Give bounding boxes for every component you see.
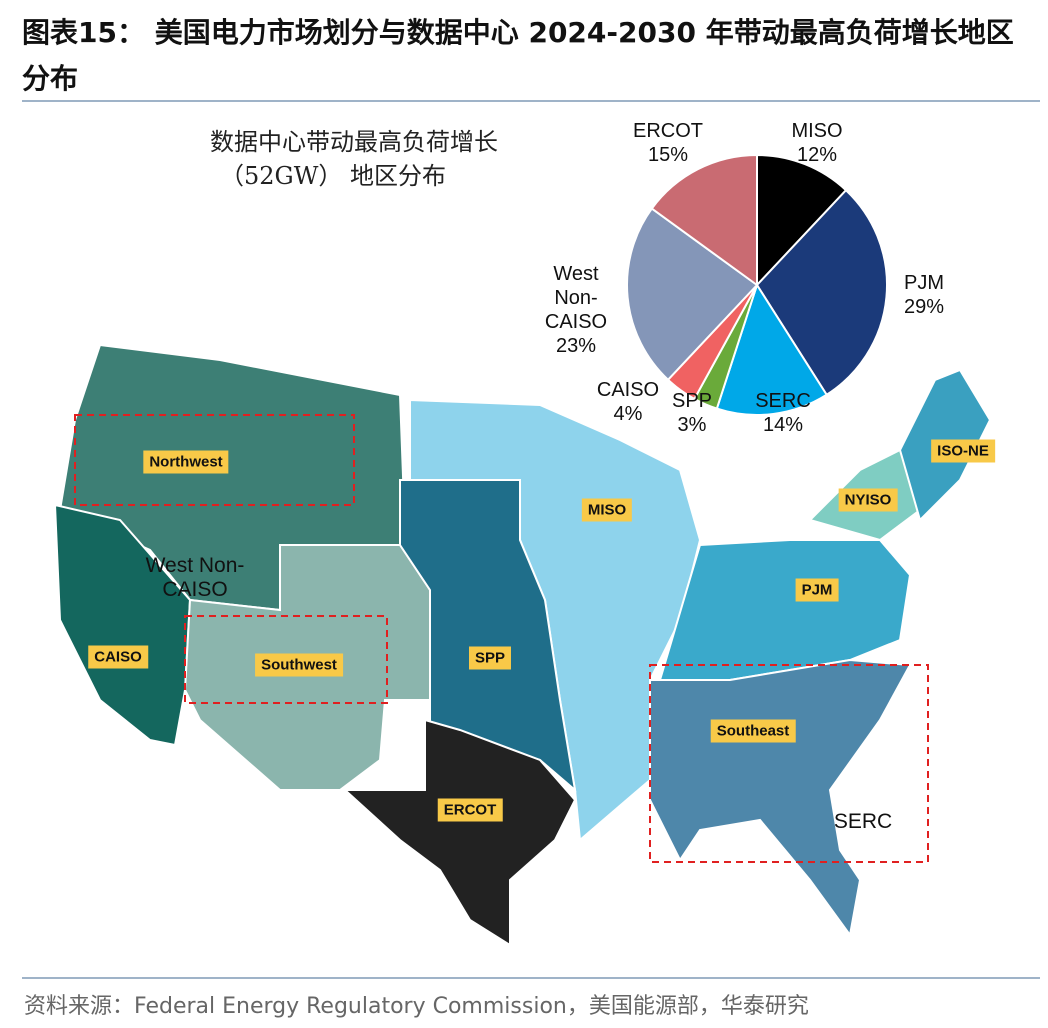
region-tag: ERCOT <box>437 798 503 822</box>
region-tag: MISO <box>581 498 633 522</box>
pie-label-value: 15% <box>647 144 689 166</box>
pie-slice <box>756 153 848 288</box>
pie-label-name: ERCOT <box>633 120 703 142</box>
region-tag: NYISO <box>838 488 898 512</box>
region-label: West Non-CAISO <box>145 554 245 601</box>
region-label: SERC <box>833 810 893 833</box>
pie-label-name: SERC <box>755 390 811 412</box>
pie-label: ERCOT 15% <box>633 119 703 167</box>
region-tag: CAISO <box>88 645 148 669</box>
region-tag: ISO-NE <box>931 439 995 463</box>
pie-label: CAISO 4% <box>597 378 659 426</box>
divider <box>22 100 1040 102</box>
pie-title: 数据中心带动最高负荷增长 <box>210 128 498 156</box>
pie-slice <box>650 153 758 287</box>
pie-label: SERC 14% <box>755 389 811 437</box>
pie-label-value: 14% <box>762 414 804 436</box>
pie-label: PJM 29% <box>904 271 944 319</box>
pie-label-value: 29% <box>903 296 945 318</box>
pie-title: （52GW） 地区分布 <box>220 162 447 190</box>
pie-label-value: 23% <box>555 335 597 357</box>
source: 资料来源：Federal Energy Regulatory Commissio… <box>24 994 809 1019</box>
region-tag: SPP <box>468 646 512 670</box>
highlight-box <box>649 664 929 863</box>
pie-label-name: SPP <box>671 390 713 412</box>
pie-label-value: 12% <box>796 144 838 166</box>
pie-label-name: MISO <box>791 120 843 142</box>
region-tag: Southwest <box>255 653 343 677</box>
pie-label-name: PJM <box>904 272 944 294</box>
region-spp <box>399 479 577 793</box>
region-ercot <box>342 718 577 947</box>
pie-slice <box>626 207 759 382</box>
pie-label-name: West Non-CAISO <box>544 263 608 333</box>
highlight-box <box>184 615 388 704</box>
region-serc <box>649 658 912 938</box>
pie-slice <box>755 188 888 397</box>
pie-slice <box>715 282 829 416</box>
pie-label-name: CAISO <box>596 379 660 401</box>
region-tag: PJM <box>795 578 839 602</box>
pie-label-value: 4% <box>613 403 643 425</box>
pie-label: SPP 3% <box>672 389 712 437</box>
title: 图表15： 美国电力市场划分与数据中心 2024-2030 年带动最高负荷增长地… <box>22 16 1014 95</box>
pie-label-value: 3% <box>677 414 707 436</box>
region-pjm <box>658 539 912 681</box>
region-tag: Southeast <box>710 719 796 743</box>
region-tag: Northwest <box>143 450 229 474</box>
pie-label: West Non-CAISO 23% <box>541 262 611 358</box>
divider <box>22 977 1040 979</box>
highlight-box <box>74 414 355 506</box>
pie-label: MISO 12% <box>791 119 842 167</box>
region-caiso <box>53 503 192 747</box>
